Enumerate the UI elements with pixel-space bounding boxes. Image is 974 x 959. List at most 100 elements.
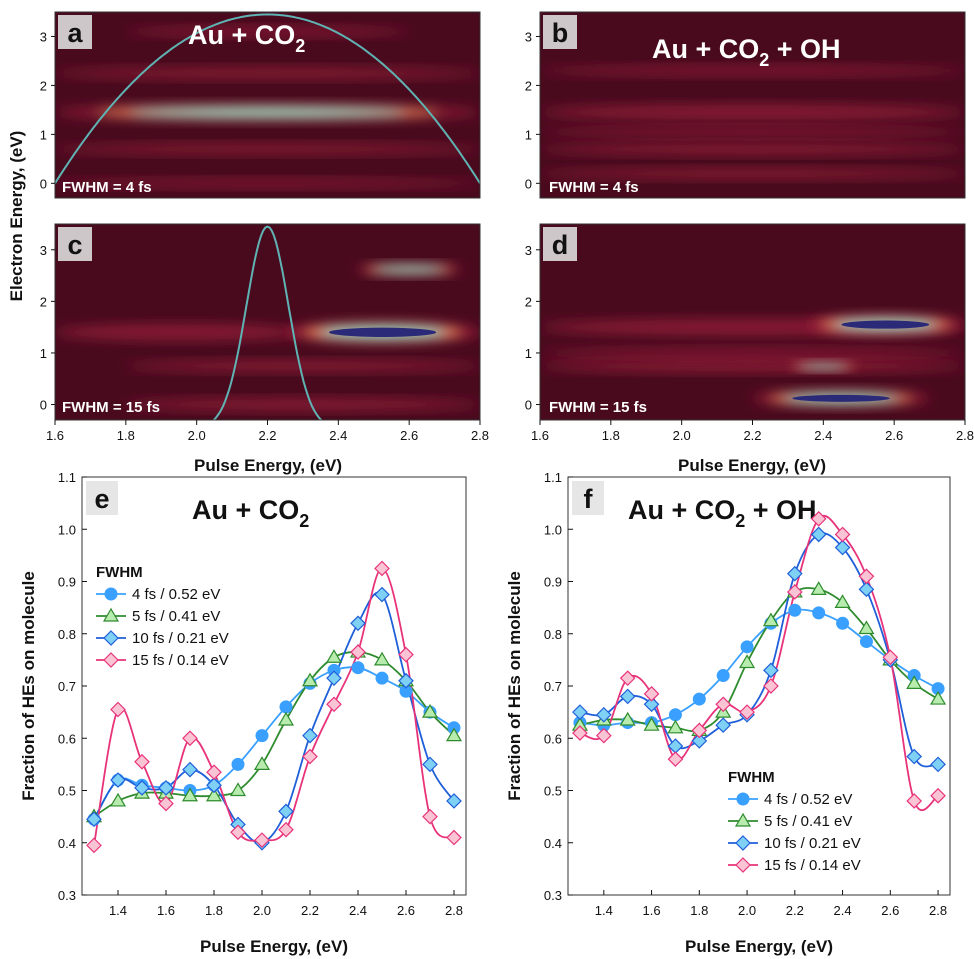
y-tick-label: 2 xyxy=(40,78,47,93)
x-tick-label: 2.0 xyxy=(673,428,691,443)
fwhm-c: FWHM = 15 fs xyxy=(62,399,160,416)
heatmap-d xyxy=(540,224,965,420)
data-point xyxy=(763,662,779,679)
line-chart-e: 0.3 0.4 0.5 0.6 0.7 0.8 0.9 1.0 1.1 1.4 1.6 1.8 2.0 2… xyxy=(19,470,467,956)
fwhm-a: FWHM = 4 fs xyxy=(62,179,152,196)
series-line xyxy=(93,651,455,818)
data-point xyxy=(375,671,389,685)
data-point xyxy=(836,616,850,630)
data-point xyxy=(134,780,150,796)
heat-band xyxy=(540,143,965,155)
x-tick-label: 2.8 xyxy=(471,428,489,443)
data-point xyxy=(182,730,198,747)
data-point xyxy=(715,696,732,713)
data-point xyxy=(619,670,636,687)
heat-band xyxy=(787,361,859,370)
x-tick-label: 2.2 xyxy=(786,903,804,918)
plot-frame xyxy=(567,476,951,896)
x-tick-label: 1.8 xyxy=(205,903,223,918)
x-tick-label: 1.4 xyxy=(595,903,613,918)
data-point xyxy=(326,696,342,713)
heat-band xyxy=(540,168,965,179)
data-point xyxy=(374,560,390,577)
panel-letter-box-b xyxy=(543,15,577,49)
heat-band xyxy=(55,324,303,341)
data-point xyxy=(229,782,247,797)
frame-a xyxy=(54,11,481,199)
data-point xyxy=(110,772,126,788)
data-point xyxy=(643,716,660,731)
panel-c: c FWHM = 15 fs xyxy=(54,223,481,421)
data-point xyxy=(736,792,750,806)
x-tick-label: 2.6 xyxy=(400,428,418,443)
data-point xyxy=(445,727,463,742)
data-point xyxy=(930,690,947,705)
title-a: Au + CO2 xyxy=(188,20,305,56)
heatmap-c xyxy=(55,224,480,420)
data-point xyxy=(715,717,732,734)
panel-letter-b: b xyxy=(552,18,569,48)
x-tick-label: 1.4 xyxy=(109,903,127,918)
fwhm-b: FWHM = 4 fs xyxy=(549,179,639,196)
y-tick-label: 1.0 xyxy=(58,522,76,537)
x-tick-label: 2.6 xyxy=(881,903,899,918)
y-tick-label: 1.1 xyxy=(58,470,76,485)
data-point xyxy=(103,630,119,646)
y-tick-label: 0.3 xyxy=(544,888,562,903)
data-point xyxy=(716,669,730,683)
data-point xyxy=(446,793,462,809)
x-tick-label: 2.2 xyxy=(258,428,276,443)
y-tick-label: 1 xyxy=(40,127,47,142)
y-tick-label: 1 xyxy=(525,346,532,361)
x-tick-label: 2.4 xyxy=(329,428,347,443)
y-tick-label: 1.1 xyxy=(544,470,562,485)
data-point xyxy=(667,719,684,734)
data-point xyxy=(667,751,684,767)
data-point xyxy=(254,832,270,848)
heatmap-ticks: 0 1 2 3 0 1 2 3 0 1 2 3 1.6 1.8 2.0 2.2 2.4 2.6 2.8 0 1 2 3 1.6… xyxy=(40,29,974,443)
x-tick-label: 1.6 xyxy=(157,903,175,918)
heat-band xyxy=(55,104,480,121)
data-point xyxy=(301,672,319,687)
data-point xyxy=(182,761,198,778)
data-point xyxy=(325,649,343,663)
data-point xyxy=(302,727,318,744)
data-point xyxy=(619,711,636,726)
x-tick-label: 2.2 xyxy=(301,903,319,918)
y-tick-label: 0 xyxy=(525,398,532,413)
data-point xyxy=(398,646,414,663)
data-point xyxy=(930,756,946,773)
data-point xyxy=(253,756,271,770)
data-point xyxy=(279,700,293,714)
y-tick-label: 1 xyxy=(40,346,47,361)
data-point xyxy=(834,539,851,556)
legend-title: FWHM xyxy=(96,564,143,581)
y-tick-label: 0.6 xyxy=(544,731,562,746)
x-tick-label: 2.4 xyxy=(349,903,367,918)
y-axis-title: Fraction of HEs on molecule xyxy=(505,571,524,801)
data-point xyxy=(595,727,612,744)
y-tick-label: 0.9 xyxy=(58,575,76,590)
data-point xyxy=(735,835,751,851)
data-point xyxy=(834,594,851,609)
data-point xyxy=(834,526,851,543)
data-point xyxy=(858,581,875,598)
legend-entry: 10 fs / 0.21 eV xyxy=(132,630,229,647)
heatmap-background xyxy=(55,224,480,420)
x-tick-label: 1.6 xyxy=(531,428,549,443)
data-point xyxy=(104,587,118,601)
data-point xyxy=(446,829,462,846)
x-axis-title: Pulse Energy, (eV) xyxy=(200,937,348,956)
y-tick-label: 0.3 xyxy=(58,888,76,903)
data-point xyxy=(906,793,923,809)
data-point xyxy=(691,722,708,739)
panel-letter: f xyxy=(584,484,594,514)
data-point xyxy=(595,706,612,723)
data-point xyxy=(277,711,295,726)
data-point xyxy=(734,812,752,827)
frame-b xyxy=(539,11,966,199)
series-line xyxy=(579,532,939,768)
x-tick-label: 2.4 xyxy=(814,428,832,443)
data-point xyxy=(572,704,588,720)
line-chart-f: 0.3 0.4 0.5 0.6 0.7 0.8 0.9 1.0 1.1 1.4 1.6 1.8 2.0 2… xyxy=(505,470,951,956)
